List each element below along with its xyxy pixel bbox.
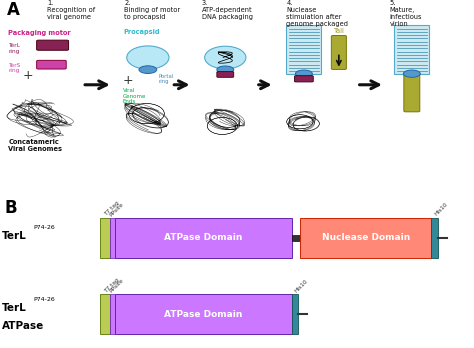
Bar <box>115 218 292 258</box>
Text: ATPase: ATPase <box>2 321 45 331</box>
Ellipse shape <box>205 46 246 69</box>
Text: P74-26: P74-26 <box>33 225 55 230</box>
Bar <box>110 294 115 334</box>
Circle shape <box>295 70 312 77</box>
Text: +: + <box>23 69 34 82</box>
FancyBboxPatch shape <box>404 73 420 112</box>
Text: PPsite: PPsite <box>109 201 125 218</box>
Bar <box>100 294 110 334</box>
FancyBboxPatch shape <box>36 60 66 69</box>
Ellipse shape <box>127 46 169 69</box>
Text: Procapsid: Procapsid <box>123 29 159 35</box>
Bar <box>292 235 300 240</box>
Text: PPsite: PPsite <box>109 278 125 294</box>
Bar <box>115 294 292 334</box>
Bar <box>300 218 431 258</box>
Text: Tail: Tail <box>334 28 345 34</box>
Text: Concatameric
Viral Genomes: Concatameric Viral Genomes <box>9 139 63 152</box>
Text: Viral
Genome
Ends: Viral Genome Ends <box>123 88 146 104</box>
Text: TerL
ring: TerL ring <box>9 44 20 54</box>
Circle shape <box>217 66 234 73</box>
Bar <box>394 25 429 74</box>
Text: 2.
Binding of motor
to procapsid: 2. Binding of motor to procapsid <box>124 0 181 20</box>
Circle shape <box>403 70 420 77</box>
Bar <box>286 25 321 74</box>
Text: TerL: TerL <box>2 231 27 241</box>
Text: 3.
ATP-dependent
DNA packaging: 3. ATP-dependent DNA packaging <box>202 0 253 20</box>
Text: Portal
ring: Portal ring <box>159 74 174 85</box>
Bar <box>292 294 298 334</box>
Text: ATPase Domain: ATPase Domain <box>164 233 242 242</box>
FancyBboxPatch shape <box>36 40 69 50</box>
Text: 4.
Nuclease
stimulation after
genome packaged: 4. Nuclease stimulation after genome pac… <box>286 0 348 27</box>
Text: B: B <box>5 199 18 218</box>
Text: TerL: TerL <box>2 303 27 313</box>
Bar <box>100 218 110 258</box>
FancyBboxPatch shape <box>331 35 346 70</box>
Text: T7 tag: T7 tag <box>103 277 120 294</box>
Text: ATPase Domain: ATPase Domain <box>164 310 242 319</box>
Text: 5.
Mature,
infectious
virion: 5. Mature, infectious virion <box>390 0 422 27</box>
Text: A: A <box>7 1 20 19</box>
Text: TerS
ring: TerS ring <box>9 63 21 73</box>
Text: P74-26: P74-26 <box>33 297 55 302</box>
Text: 1.
Recognition of
viral genome: 1. Recognition of viral genome <box>47 0 95 20</box>
Text: His10: His10 <box>294 278 309 294</box>
Text: Nuclease Domain: Nuclease Domain <box>321 233 410 242</box>
Text: Packaging motor: Packaging motor <box>9 30 71 36</box>
Text: +: + <box>123 74 134 87</box>
FancyBboxPatch shape <box>217 72 234 77</box>
Bar <box>110 218 115 258</box>
FancyBboxPatch shape <box>294 76 313 82</box>
Text: His10: His10 <box>434 202 449 217</box>
Bar <box>431 218 438 258</box>
Text: T7 tag: T7 tag <box>103 200 120 217</box>
Circle shape <box>139 66 157 73</box>
